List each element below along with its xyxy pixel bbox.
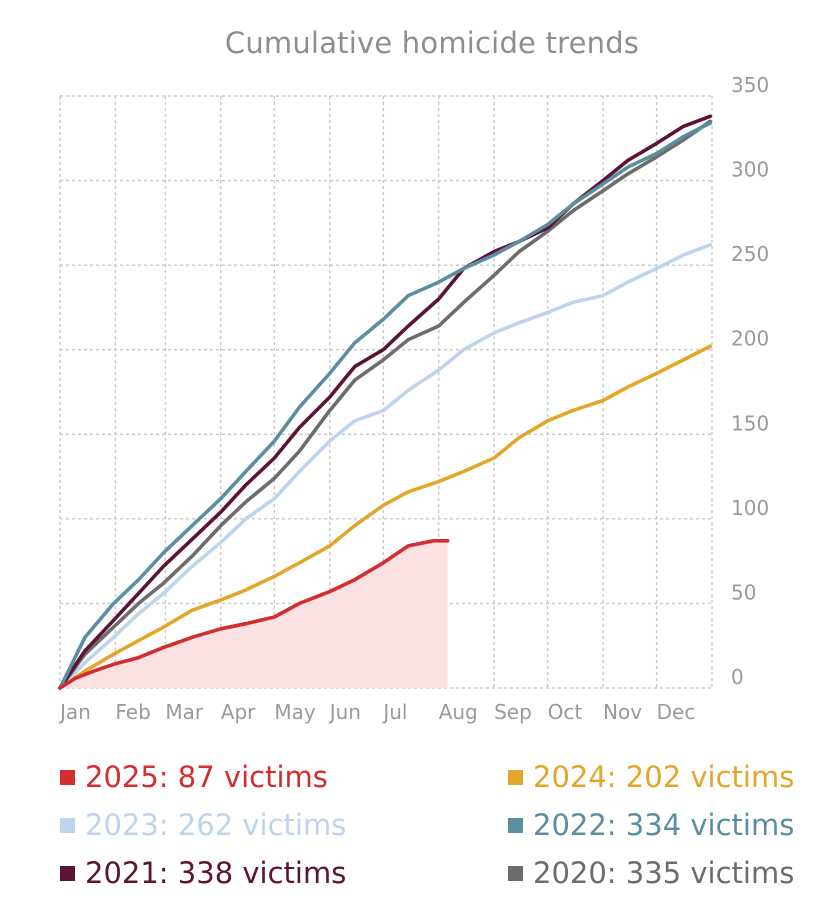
x-tick-label: Dec <box>657 700 696 724</box>
y-tick-label: 200 <box>731 327 769 351</box>
x-tick-label: Feb <box>115 700 150 724</box>
x-tick-label: Sep <box>494 700 532 724</box>
y-tick-label: 300 <box>731 158 769 182</box>
x-tick-label: Jun <box>328 700 361 724</box>
x-tick-label: Mar <box>165 700 204 724</box>
legend-label-2022: 2022: 334 victims <box>533 808 795 842</box>
x-tick-labels: Jan Feb Mar Apr May Jun Jul Aug Sep Oct Nov Dec <box>58 700 695 724</box>
x-tick-label: Jul <box>381 700 407 724</box>
legend-item-2023: 2023: 262 victims <box>60 808 346 842</box>
series-line-layer <box>58 114 713 690</box>
legend-item-2021: 2021: 338 victims <box>60 856 346 890</box>
y-tick-label: 350 <box>731 73 769 97</box>
legend-item-2024: 2024: 202 victims <box>508 760 794 794</box>
legend-item-2022: 2022: 334 victims <box>508 808 794 842</box>
y-tick-label: 0 <box>731 665 744 689</box>
series-line-2021 <box>58 114 713 690</box>
chart-title: Cumulative homicide trends <box>224 26 640 60</box>
x-tick-label: Nov <box>603 700 642 724</box>
x-tick-label: Oct <box>548 700 583 724</box>
legend-swatch-2020 <box>508 866 523 881</box>
legend-label-2020: 2020: 335 victims <box>533 856 795 890</box>
series-line-2024 <box>58 344 713 690</box>
x-tick-label: Apr <box>221 700 256 724</box>
x-tick-label: May <box>274 700 316 724</box>
legend-swatch-2023 <box>60 818 75 833</box>
legend-label-2021: 2021: 338 victims <box>85 856 347 890</box>
y-tick-label: 50 <box>731 580 756 604</box>
y-tick-label: 150 <box>731 411 769 435</box>
y-tick-label: 250 <box>731 242 769 266</box>
series-line-2022 <box>58 121 713 690</box>
chart-plot: 0 50 100 150 200 250 300 350 Jan Feb Mar Apr May Jun… <box>58 73 769 724</box>
legend-swatch-2024 <box>508 770 523 785</box>
series-line-2025 <box>58 538 450 690</box>
legend-item-2020: 2020: 335 victims <box>508 856 794 890</box>
series-line-2023 <box>58 243 713 690</box>
y-tick-labels: 0 50 100 150 200 250 300 350 <box>731 73 769 689</box>
x-tick-label: Jan <box>58 700 91 724</box>
y-tick-label: 100 <box>731 496 769 520</box>
legend-swatch-2021 <box>60 866 75 881</box>
legend-swatch-2022 <box>508 818 523 833</box>
x-tick-label: Aug <box>439 700 478 724</box>
series-line-2020 <box>58 119 713 690</box>
legend-item-2025: 2025: 87 victims <box>60 760 328 794</box>
legend-label-2023: 2023: 262 victims <box>85 808 347 842</box>
legend-label-2025: 2025: 87 victims <box>85 760 328 794</box>
legend-label-2024: 2024: 202 victims <box>533 760 795 794</box>
legend-swatch-2025 <box>60 770 75 785</box>
